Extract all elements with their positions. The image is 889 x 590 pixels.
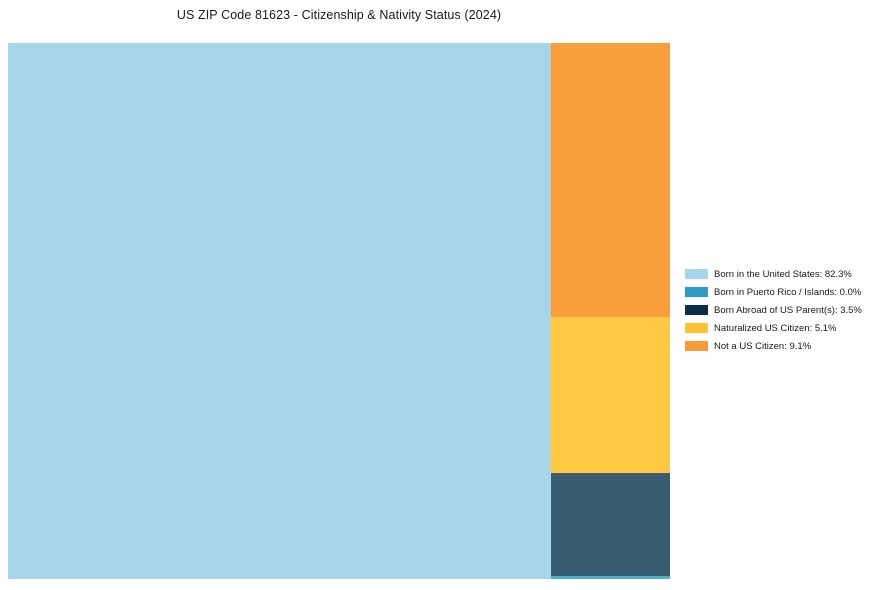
legend-label-born-in-puerto-rico-islands: Born in Puerto Rico / Islands: 0.0% (714, 286, 862, 298)
legend-item-born-in-puerto-rico-islands[interactable]: Born in Puerto Rico / Islands: 0.0% (685, 283, 885, 301)
legend-item-born-in-the-united-states[interactable]: Born in the United States: 82.3% (685, 265, 885, 283)
chart-title: US ZIP Code 81623 - Citizenship & Nativi… (176, 8, 502, 22)
treemap-tile-naturalized-us-citizen[interactable] (550, 317, 670, 474)
treemap-column-secondary (550, 43, 670, 579)
legend-label-not-a-us-citizen: Not a US Citizen: 9.1% (714, 340, 812, 352)
treemap-plot-area (8, 43, 670, 579)
legend-item-born-abroad-of-us-parents[interactable]: Born Abroad of US Parent(s): 3.5% (685, 301, 885, 319)
legend-label-born-in-the-united-states: Born in the United States: 82.3% (714, 268, 852, 280)
treemap-tile-born-in-puerto-rico-islands[interactable] (550, 576, 670, 579)
treemap-tile-born-in-the-united-states[interactable] (8, 43, 551, 579)
treemap-column-primary (8, 43, 551, 579)
legend-swatch-icon-naturalized-us-citizen (685, 323, 708, 333)
treemap-tile-born-abroad-of-us-parents[interactable] (550, 473, 670, 577)
legend-swatch-icon-born-in-puerto-rico-islands (685, 287, 708, 297)
legend-swatch-icon-born-in-the-united-states (685, 269, 708, 279)
legend-swatch-icon-born-abroad-of-us-parents (685, 305, 708, 315)
legend-label-naturalized-us-citizen: Naturalized US Citizen: 5.1% (714, 322, 837, 334)
legend-item-naturalized-us-citizen[interactable]: Naturalized US Citizen: 5.1% (685, 319, 885, 337)
legend-label-born-abroad-of-us-parents: Born Abroad of US Parent(s): 3.5% (714, 304, 862, 316)
chart-legend: Born in the United States: 82.3% Born in… (685, 265, 885, 355)
legend-item-not-a-us-citizen[interactable]: Not a US Citizen: 9.1% (685, 337, 885, 355)
treemap-tile-not-a-us-citizen[interactable] (550, 43, 670, 318)
legend-swatch-icon-not-a-us-citizen (685, 341, 708, 351)
